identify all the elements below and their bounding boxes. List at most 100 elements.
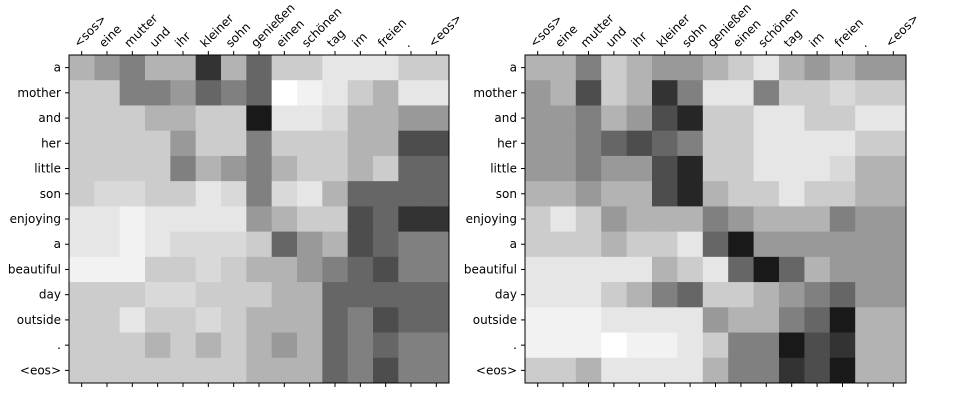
heatmap-cell bbox=[119, 256, 146, 283]
y-tick-label: day bbox=[39, 288, 61, 302]
heatmap-cell bbox=[804, 206, 831, 233]
heatmap-cell bbox=[170, 357, 197, 384]
heatmap-cell bbox=[677, 332, 704, 359]
heatmap-cell bbox=[550, 181, 577, 207]
heatmap-cell bbox=[601, 130, 627, 157]
heatmap-cell bbox=[119, 206, 146, 233]
heatmap-cell bbox=[677, 80, 704, 106]
y-tick-label: and bbox=[38, 111, 61, 125]
heatmap-cell bbox=[652, 206, 678, 233]
heatmap-cell bbox=[829, 155, 856, 182]
heatmap-cell bbox=[271, 130, 298, 157]
heatmap-cell bbox=[195, 80, 222, 106]
heatmap-cell bbox=[626, 55, 653, 81]
heatmap-cell bbox=[829, 307, 856, 333]
heatmap-cell bbox=[525, 155, 551, 182]
heatmap-cell bbox=[246, 332, 273, 359]
heatmap-cell bbox=[271, 181, 298, 207]
heatmap-cell bbox=[550, 256, 577, 283]
heatmap-cell bbox=[119, 80, 146, 106]
heatmap-cell bbox=[145, 80, 171, 106]
heatmap-cell bbox=[652, 282, 678, 308]
heatmap-cell bbox=[69, 206, 95, 233]
y-tick-label: beautiful bbox=[8, 262, 61, 276]
heatmap-cell bbox=[626, 155, 653, 182]
heatmap-cell bbox=[702, 181, 729, 207]
heatmap-cell bbox=[829, 55, 856, 81]
heatmap-cell bbox=[601, 282, 627, 308]
y-tick-label: outside bbox=[473, 313, 517, 327]
heatmap-cell bbox=[753, 130, 780, 157]
heatmap-cell bbox=[423, 206, 450, 233]
heatmap-cell bbox=[804, 357, 831, 384]
heatmap-cell bbox=[804, 155, 831, 182]
heatmap-cell bbox=[221, 256, 247, 283]
heatmap-cell bbox=[728, 130, 754, 157]
heatmap-cell bbox=[297, 307, 323, 333]
heatmap-cell bbox=[855, 256, 881, 283]
heatmap-cell bbox=[423, 105, 450, 132]
heatmap-cell bbox=[652, 256, 678, 283]
heatmap-cell bbox=[575, 105, 602, 132]
heatmap-cell bbox=[652, 155, 678, 182]
heatmap-cell bbox=[297, 130, 323, 157]
heatmap-cell bbox=[728, 332, 754, 359]
heatmap-cell bbox=[221, 332, 247, 359]
x-tick-label: . bbox=[857, 38, 870, 51]
y-tick-label: <eos> bbox=[476, 363, 517, 377]
heatmap-cell bbox=[347, 155, 374, 182]
heatmap-cell bbox=[94, 155, 121, 182]
heatmap-cell bbox=[322, 206, 349, 233]
heatmap-cell bbox=[297, 105, 323, 132]
heatmap-cell bbox=[779, 256, 805, 283]
heatmap-cell bbox=[829, 105, 856, 132]
heatmap-cell bbox=[677, 256, 704, 283]
heatmap-cell bbox=[221, 307, 247, 333]
heatmap-cell bbox=[575, 332, 602, 359]
heatmap-cell bbox=[322, 307, 349, 333]
heatmap-cell bbox=[601, 256, 627, 283]
heatmap-cell bbox=[702, 80, 729, 106]
heatmap-cell bbox=[677, 55, 704, 81]
heatmap-cell bbox=[601, 307, 627, 333]
heatmap-cell bbox=[626, 206, 653, 233]
heatmap-cell bbox=[170, 307, 197, 333]
heatmap-cell bbox=[677, 155, 704, 182]
heatmap-cell bbox=[601, 357, 627, 384]
heatmap-cell bbox=[626, 256, 653, 283]
heatmap-cell bbox=[525, 181, 551, 207]
heatmap-cell bbox=[398, 80, 425, 106]
heatmap-cell bbox=[69, 181, 95, 207]
heatmap-cell bbox=[69, 130, 95, 157]
heatmap-cell bbox=[246, 357, 273, 384]
y-tick-label: son bbox=[40, 187, 61, 201]
heatmap-cell bbox=[880, 256, 907, 283]
heatmap-cell bbox=[855, 332, 881, 359]
heatmap-cell bbox=[119, 130, 146, 157]
heatmap-cell bbox=[271, 357, 298, 384]
heatmap-cell bbox=[373, 282, 399, 308]
heatmap-cell bbox=[221, 231, 247, 258]
heatmap-cell bbox=[728, 55, 754, 81]
heatmap-cell bbox=[550, 332, 577, 359]
heatmap-cell bbox=[880, 282, 907, 308]
heatmap-cell bbox=[525, 307, 551, 333]
heatmap-cell bbox=[550, 130, 577, 157]
heatmap-cell bbox=[728, 105, 754, 132]
heatmap-cell bbox=[69, 357, 95, 384]
heatmap-cell bbox=[652, 80, 678, 106]
y-tick-label: <eos> bbox=[20, 363, 61, 377]
heatmap-cell bbox=[119, 282, 146, 308]
heatmap-cell bbox=[145, 55, 171, 81]
heatmap-cell bbox=[246, 130, 273, 157]
heatmap-cell bbox=[829, 130, 856, 157]
heatmap-cell bbox=[297, 231, 323, 258]
heatmap-cell bbox=[94, 307, 121, 333]
x-tick-label: <eos> bbox=[883, 11, 922, 50]
heatmap-cell bbox=[525, 130, 551, 157]
heatmap-cell bbox=[575, 307, 602, 333]
heatmap-cell bbox=[753, 181, 780, 207]
y-tick-label: mother bbox=[17, 86, 61, 100]
heatmap-cell bbox=[347, 55, 374, 81]
